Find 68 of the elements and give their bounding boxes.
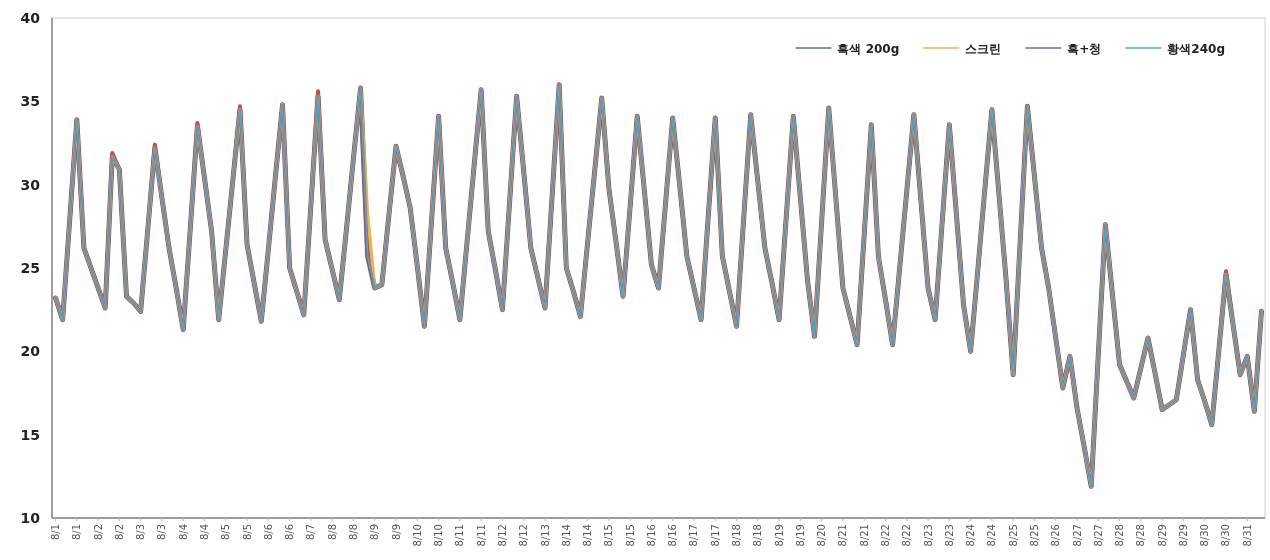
- x-tick-label: 8/31: [1241, 524, 1253, 547]
- x-tick-label: 8/14: [582, 524, 594, 547]
- x-tick-label: 8/21: [858, 524, 870, 547]
- x-tick-label: 8/21: [837, 524, 849, 547]
- x-tick-label: 8/10: [433, 524, 445, 547]
- x-tick-label: 8/6: [262, 524, 274, 541]
- x-tick-label: 8/18: [752, 524, 764, 547]
- x-tick-label: 8/1: [50, 524, 62, 541]
- x-tick-label: 8/2: [92, 524, 104, 541]
- x-tick-label: 8/24: [965, 524, 977, 547]
- x-tick-label: 8/5: [220, 524, 232, 541]
- x-tick-label: 8/8: [347, 524, 359, 541]
- x-tick-label: 8/25: [1007, 524, 1019, 547]
- x-tick-label: 8/27: [1071, 524, 1083, 547]
- x-tick-label: 8/29: [1177, 524, 1189, 547]
- x-tick-label: 8/1: [71, 524, 83, 541]
- x-tick-label: 8/30: [1199, 524, 1211, 547]
- x-tick-label: 8/12: [496, 524, 508, 547]
- x-tick-label: 8/3: [135, 524, 147, 541]
- x-tick-label: 8/28: [1135, 524, 1147, 547]
- y-tick-label: 15: [20, 426, 40, 443]
- x-tick-label: 8/19: [794, 524, 806, 547]
- x-tick-label: 8/15: [624, 524, 636, 547]
- y-tick-label: 25: [20, 260, 40, 276]
- y-tick-label: 30: [20, 176, 41, 193]
- x-tick-label: 8/12: [518, 524, 530, 547]
- x-tick-label: 8/19: [773, 524, 785, 547]
- x-tick-label: 8/22: [879, 524, 891, 547]
- x-tick-label: 8/6: [284, 524, 296, 541]
- x-tick-label: 8/14: [560, 524, 572, 547]
- x-tick-label: 8/17: [709, 524, 721, 547]
- x-tick-label: 8/29: [1156, 524, 1168, 547]
- y-tick-label: 10: [20, 510, 41, 526]
- x-tick-label: 8/9: [369, 524, 381, 541]
- y-tick-label: 35: [20, 93, 40, 110]
- x-tick-label: 8/11: [475, 524, 487, 547]
- x-tick-label: 8/23: [943, 524, 955, 547]
- y-tick-label: 40: [20, 10, 41, 26]
- x-tick-label: 8/4: [177, 524, 189, 541]
- x-tick-label: 8/26: [1050, 524, 1062, 547]
- x-tick-label: 8/8: [326, 524, 338, 541]
- x-tick-label: 8/22: [901, 524, 913, 547]
- x-tick-label: 8/16: [645, 524, 657, 547]
- x-tick-label: 8/13: [539, 524, 551, 547]
- x-tick-label: 8/5: [241, 524, 253, 541]
- x-tick-label: 8/7: [305, 524, 317, 541]
- legend-label: 흑+청: [1067, 41, 1102, 56]
- x-tick-label: 8/25: [1028, 524, 1040, 547]
- legend-label: 스크린: [965, 41, 1002, 56]
- y-tick-label: 20: [20, 343, 41, 360]
- x-tick-label: 8/11: [454, 524, 466, 547]
- x-tick-label: 8/27: [1092, 524, 1104, 547]
- x-tick-label: 8/30: [1220, 524, 1232, 547]
- x-tick-label: 8/4: [199, 524, 211, 541]
- x-tick-label: 8/2: [113, 524, 125, 541]
- x-tick-label: 8/24: [986, 524, 998, 547]
- x-tick-label: 8/10: [411, 524, 423, 547]
- x-tick-label: 8/20: [816, 524, 828, 547]
- x-tick-label: 8/9: [390, 524, 402, 541]
- x-tick-label: 8/16: [667, 524, 679, 547]
- x-tick-label: 8/15: [603, 524, 615, 547]
- x-tick-label: 8/28: [1114, 524, 1126, 547]
- legend-label: 황색240g: [1167, 41, 1225, 56]
- x-tick-label: 8/3: [156, 524, 168, 541]
- x-tick-label: 8/18: [731, 524, 743, 547]
- x-tick-label: 8/17: [688, 524, 700, 547]
- legend-label: 흑색 200g: [837, 41, 900, 56]
- x-tick-label: 8/23: [922, 524, 934, 547]
